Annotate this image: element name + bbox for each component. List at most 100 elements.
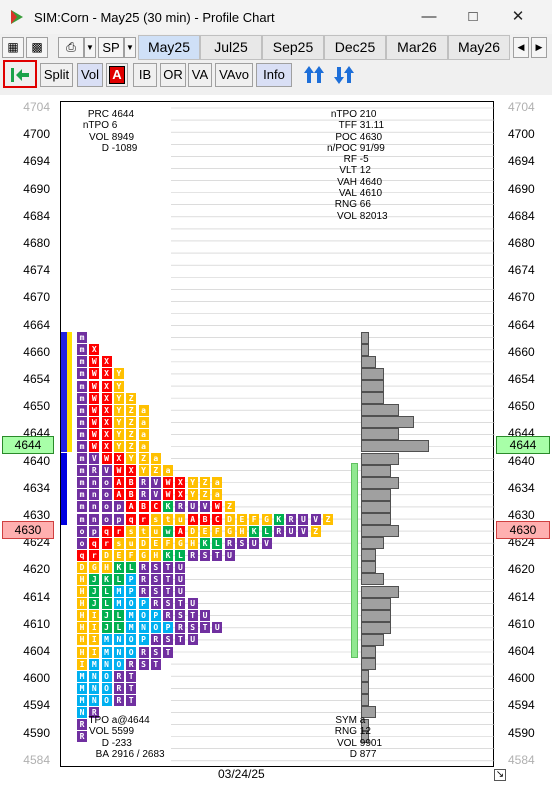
range-bar — [67, 331, 72, 453]
va-button[interactable]: VA — [188, 63, 212, 87]
info-bottom-right: SYM a RNG 12 VOL 9901 D 877 — [323, 715, 382, 760]
maximize-button[interactable]: □ — [468, 8, 478, 25]
resize-grip-icon[interactable]: ↘ — [494, 769, 506, 781]
volume-bar — [361, 343, 369, 356]
tpo-cell: m — [77, 344, 87, 356]
sp-dropdown-icon[interactable]: ▼ — [124, 37, 136, 58]
tpo-cell: u — [175, 513, 186, 525]
tab-jul25[interactable]: Jul25 — [200, 35, 262, 60]
tpo-cell: m — [77, 356, 87, 368]
tpo-cell: T — [163, 586, 174, 598]
tpo-cell: X — [175, 477, 186, 489]
tpo-cell: t — [138, 525, 149, 537]
price-tick-left: 4694 — [23, 154, 50, 169]
tpo-cell: W — [163, 489, 174, 501]
tpo-cell: R — [175, 622, 186, 634]
price-tick-left: 4650 — [23, 399, 50, 414]
tpo-cell: m — [77, 428, 87, 440]
tpo-cell: V — [310, 513, 321, 525]
tpo-cell: U — [249, 537, 260, 549]
tpo-cell: W — [89, 416, 100, 428]
tpo-cell: a — [138, 440, 149, 452]
tpo-cell: U — [212, 622, 223, 634]
info-value: a@4644 — [111, 715, 150, 726]
info-label: nTPO — [82, 120, 109, 132]
tpo-cell: N — [101, 658, 112, 670]
tpo-cell: U — [187, 634, 198, 646]
info-button[interactable]: Info — [256, 63, 292, 87]
info-value: -233 — [111, 737, 132, 749]
volume-bar — [361, 646, 377, 658]
print-icon[interactable]: ⎙ — [58, 37, 84, 58]
tab-mar26[interactable]: Mar26 — [386, 35, 448, 60]
scroll-left-icon[interactable]: ◀ — [513, 37, 529, 58]
or-button[interactable]: OR — [160, 63, 186, 87]
tpo-cell: Z — [138, 453, 149, 465]
tpo-cell: S — [138, 658, 149, 670]
tpo-cell: u — [150, 525, 161, 537]
vavo-button[interactable]: VAvo — [215, 63, 253, 87]
tpo-cell: T — [175, 598, 186, 610]
vol-button[interactable]: Vol — [77, 63, 103, 87]
tpo-cell: G — [175, 537, 186, 549]
letter-a-button[interactable]: A — [106, 63, 128, 87]
tpo-cell: p — [113, 513, 124, 525]
price-tick-right: 4680 — [508, 236, 535, 250]
app-icon — [11, 10, 23, 24]
price-tick-right: 4584 — [508, 752, 535, 767]
tpo-cell: a — [138, 416, 149, 428]
tpo-cell: F — [126, 549, 137, 561]
profile-chart[interactable]: 4704 4700 4694 4690 4684 4680 4674 4670 4664 4660… — [0, 95, 552, 786]
tpo-cell: B — [126, 477, 137, 489]
volume-bar — [361, 416, 414, 429]
tpo-cell: D — [101, 549, 112, 561]
tpo-cell: o — [101, 489, 112, 501]
close-button[interactable]: ✕ — [511, 8, 525, 25]
ib-button[interactable]: IB — [133, 63, 157, 87]
price-tick-right: 4634 — [508, 480, 535, 495]
tpo-cell: V — [200, 501, 210, 513]
scroll-right-icon[interactable]: ▶ — [531, 37, 547, 58]
tpo-cell: R — [113, 670, 124, 682]
tpo-cell: S — [187, 622, 198, 634]
tpo-cell: W — [89, 392, 100, 404]
jump-to-start-icon[interactable] — [3, 60, 37, 88]
settings-icon[interactable]: ▦ — [2, 37, 24, 58]
tpo-cell: S — [150, 646, 161, 658]
volume-bar — [361, 609, 392, 622]
tab-may26[interactable]: May26 — [448, 35, 510, 60]
tpo-cell: X — [101, 368, 112, 380]
info-value: 12 — [359, 726, 371, 738]
tpo-cell: C — [212, 513, 223, 525]
volume-bar — [361, 682, 369, 695]
tab-may25[interactable]: May25 — [138, 35, 200, 60]
tpo-cell: G — [89, 561, 100, 573]
tpo-cell: P — [138, 598, 149, 610]
tpo-cell: E — [236, 513, 247, 525]
split-button[interactable]: Split — [40, 63, 73, 87]
minimize-button[interactable]: — — [421, 8, 437, 25]
info-bottom-left: TPO a@4644 VOL 5599 D -233 BA 2916 / 268… — [69, 715, 164, 760]
template-icon[interactable]: ▩ — [26, 37, 48, 58]
sort-up-icon[interactable] — [300, 63, 328, 87]
tpo-cell: T — [126, 682, 137, 694]
price-tick-right: 4590 — [508, 725, 535, 740]
tpo-cell: n — [89, 513, 100, 525]
sort-updown-icon[interactable] — [330, 63, 358, 87]
info-label: TPO — [88, 715, 109, 726]
info-label: POC — [335, 131, 357, 143]
tpo-cell: A — [113, 489, 124, 501]
price-tick-right: 4684 — [508, 208, 535, 223]
info-label: RNG — [334, 726, 357, 738]
tab-dec25[interactable]: Dec25 — [324, 35, 386, 60]
price-tick-left: 4690 — [23, 181, 50, 196]
tpo-cell: S — [150, 586, 161, 598]
tpo-cell: m — [77, 404, 87, 416]
tab-sep25[interactable]: Sep25 — [262, 35, 324, 60]
print-dropdown-icon[interactable]: ▼ — [84, 37, 96, 58]
tpo-cell: H — [77, 586, 87, 598]
sp-selector[interactable]: SP — [98, 37, 124, 58]
tpo-cell: O — [126, 598, 137, 610]
tpo-cell: I — [89, 622, 100, 634]
